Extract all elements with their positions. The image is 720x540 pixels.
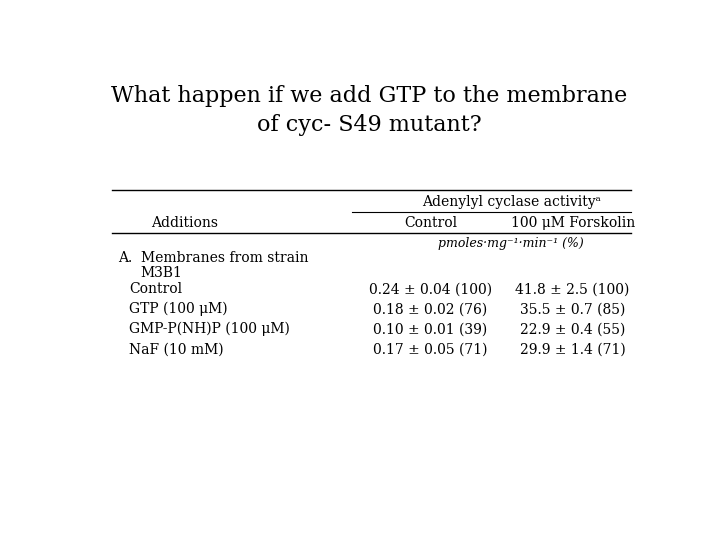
Text: Additions: Additions [151, 216, 218, 230]
Text: 35.5 ± 0.7 (85): 35.5 ± 0.7 (85) [520, 302, 626, 316]
Text: 22.9 ± 0.4 (55): 22.9 ± 0.4 (55) [520, 322, 626, 336]
Text: NaF (10 mM): NaF (10 mM) [129, 342, 224, 356]
Text: GTP (100 μM): GTP (100 μM) [129, 302, 228, 316]
Text: 0.17 ± 0.05 (71): 0.17 ± 0.05 (71) [373, 342, 487, 356]
Text: 0.24 ± 0.04 (100): 0.24 ± 0.04 (100) [369, 282, 492, 296]
Text: A.  Membranes from strain: A. Membranes from strain [118, 251, 308, 265]
Text: 100 μM Forskolin: 100 μM Forskolin [510, 216, 635, 230]
Text: 41.8 ± 2.5 (100): 41.8 ± 2.5 (100) [516, 282, 630, 296]
Text: 0.10 ± 0.01 (39): 0.10 ± 0.01 (39) [373, 322, 487, 336]
Text: of cyc- S49 mutant?: of cyc- S49 mutant? [257, 114, 481, 136]
Text: 0.18 ± 0.02 (76): 0.18 ± 0.02 (76) [373, 302, 487, 316]
Text: pmoles·mg⁻¹·min⁻¹ (%): pmoles·mg⁻¹·min⁻¹ (%) [438, 237, 584, 250]
Text: 29.9 ± 1.4 (71): 29.9 ± 1.4 (71) [520, 342, 626, 356]
Text: Adenylyl cyclase activityᵃ: Adenylyl cyclase activityᵃ [422, 195, 600, 209]
Text: M3B1: M3B1 [140, 266, 182, 280]
Text: GMP-P(NH)P (100 μM): GMP-P(NH)P (100 μM) [129, 322, 290, 336]
Text: What happen if we add GTP to the membrane: What happen if we add GTP to the membran… [111, 85, 627, 107]
Text: Control: Control [129, 282, 182, 296]
Text: Control: Control [404, 216, 457, 230]
